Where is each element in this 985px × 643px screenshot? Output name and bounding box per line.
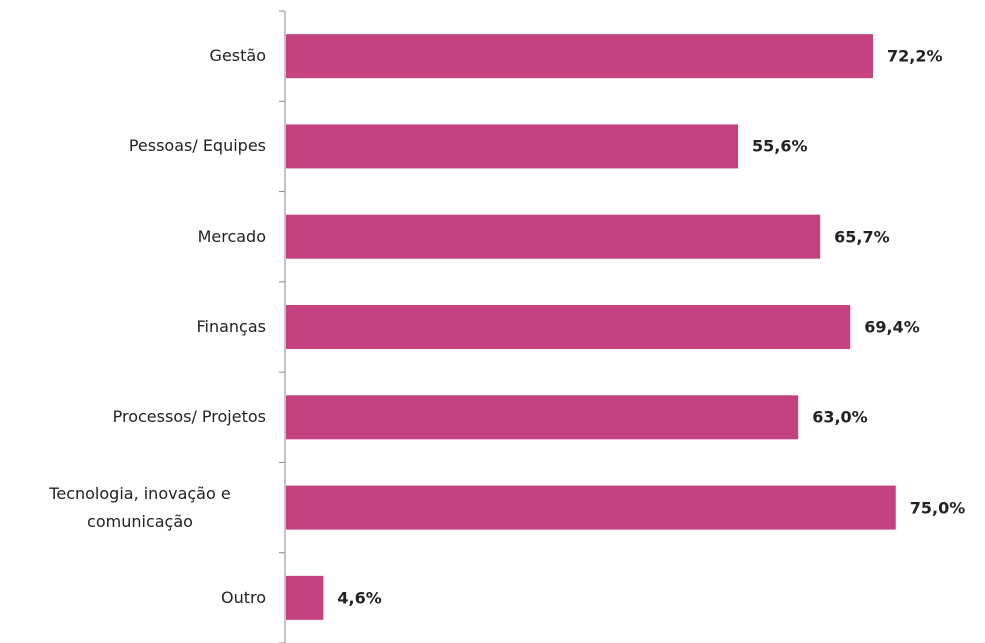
data-label: 63,0% [812, 407, 868, 427]
data-label: 55,6% [752, 136, 808, 156]
bar [286, 485, 896, 530]
category-label: Finanças [8, 313, 266, 341]
bar [286, 395, 799, 440]
category-text: Tecnologia, inovação e comunicação [49, 483, 231, 531]
category-label: Outro [8, 584, 266, 612]
bar [286, 34, 873, 79]
category-text: Outro [220, 587, 266, 607]
category-text: Mercado [197, 226, 266, 246]
category-text: Pessoas/ Equipes [128, 136, 266, 156]
data-label: 65,7% [834, 227, 890, 247]
category-label: Mercado [8, 223, 266, 251]
bar [286, 305, 851, 349]
category-label: Pessoas/ Equipes [8, 132, 266, 160]
bar [286, 214, 821, 259]
category-text: Finanças [196, 317, 266, 336]
data-label: 72,2% [886, 46, 943, 66]
category-text: Processos/ Projetos [112, 407, 266, 427]
category-text: Gestão [209, 46, 266, 66]
data-label: 75,0% [909, 498, 966, 518]
category-label: Gestão [8, 42, 266, 70]
data-label: 69,4% [864, 317, 920, 337]
category-label: Tecnologia, inovação e comunicação [8, 480, 266, 536]
data-label: 4,6% [337, 588, 382, 608]
bar [286, 575, 324, 620]
bar [286, 124, 739, 169]
category-label: Processos/ Projetos [8, 403, 266, 431]
